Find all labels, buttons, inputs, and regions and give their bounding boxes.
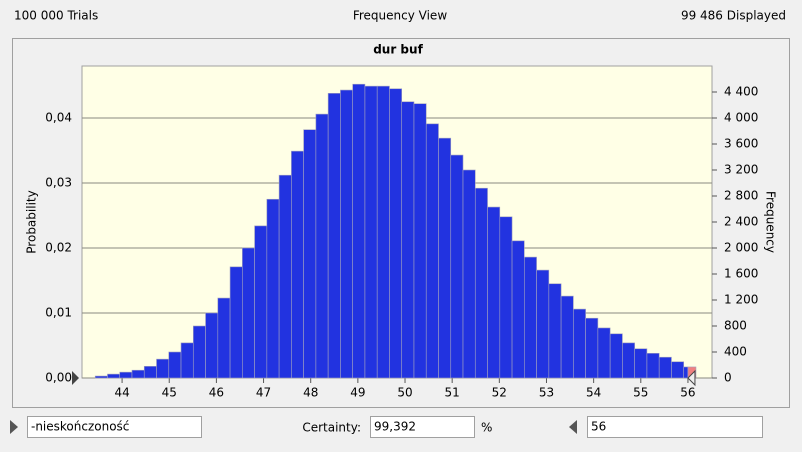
bar [474, 187, 488, 379]
bar [499, 216, 513, 379]
lower-arrow[interactable] [10, 420, 18, 434]
x-tick-label: 50 [397, 386, 412, 400]
bar [646, 352, 660, 379]
x-tick-label: 55 [633, 386, 648, 400]
x-tick-label: 51 [445, 386, 460, 400]
certainty-label: Certainty: [302, 421, 361, 435]
bar [217, 297, 231, 379]
bar [315, 113, 329, 379]
y-axis-label: Probability [25, 190, 39, 253]
bar [634, 348, 648, 379]
upper-grabber[interactable] [687, 369, 696, 387]
x-tick-label: 47 [256, 386, 271, 400]
upper-value: 56 [591, 420, 606, 434]
lower-value: -nieskończoność [31, 420, 129, 434]
bar [597, 327, 611, 379]
y2-tick-label: 2 800 [724, 189, 758, 203]
bar [524, 256, 537, 379]
bar [192, 325, 206, 379]
plot: 0,00 0,01 0,02 0,03 0,04 0 400 800 1 200 1 600 2 0… [45, 65, 758, 400]
bar [303, 129, 317, 379]
bar [487, 206, 501, 379]
x-tick-label: 49 [350, 386, 365, 400]
bar [364, 85, 378, 379]
y-tick-label: 0,01 [45, 306, 72, 320]
bar [254, 225, 268, 379]
x-tick-label: 45 [162, 386, 177, 400]
percent-sign: % [481, 421, 492, 435]
bar [131, 369, 145, 379]
x-tick-label: 44 [114, 386, 129, 400]
y-tick-label: 0,00 [45, 371, 72, 385]
bar [425, 123, 439, 379]
bar [168, 351, 182, 379]
bar [352, 83, 366, 379]
x-tick-label: 52 [492, 386, 507, 400]
bar [462, 169, 476, 379]
x-tick-label: 53 [539, 386, 554, 400]
bar [266, 198, 280, 379]
certainty-input[interactable] [370, 416, 475, 438]
y2-tick-label: 2 000 [724, 241, 758, 255]
bar [327, 93, 341, 379]
y2-tick-label: 2 400 [724, 215, 758, 229]
y2-tick-label: 3 600 [724, 137, 758, 151]
bar [450, 154, 464, 379]
y2-axis-label: Frequency [764, 191, 778, 253]
bar [548, 283, 562, 379]
bar [291, 150, 304, 379]
bar [242, 247, 255, 379]
bar [229, 266, 243, 379]
bar [658, 356, 672, 379]
x-tick-label: 46 [209, 386, 224, 400]
bar [622, 342, 635, 379]
bar [511, 240, 525, 379]
bar [609, 333, 623, 379]
trials: 100 000 Trials [14, 9, 98, 23]
displayed: 99 486 Displayed [681, 9, 786, 23]
y-tick-label: 0,03 [45, 176, 72, 190]
lower-grabber[interactable] [72, 371, 79, 385]
bar [376, 85, 390, 379]
y2-tick-label: 0 [724, 371, 732, 385]
bar [438, 137, 452, 379]
x-tick-label: 48 [303, 386, 318, 400]
y2-tick-label: 4 400 [724, 85, 758, 99]
bar [205, 312, 219, 379]
lower-input[interactable] [27, 416, 202, 438]
bar [413, 103, 427, 379]
y-tick-label: 0,02 [45, 241, 72, 255]
x-tick-label: 56 [680, 386, 695, 400]
bar [536, 269, 550, 379]
chart-title: dur buf [373, 43, 423, 57]
y2-tick-label: 400 [724, 345, 747, 359]
bar [401, 101, 415, 379]
y2-tick-label: 1 200 [724, 293, 758, 307]
bar [560, 295, 574, 379]
bar [389, 88, 403, 379]
y2-tick-label: 800 [724, 319, 747, 333]
bar [94, 375, 108, 379]
bar [156, 358, 170, 379]
upper-arrow[interactable] [569, 420, 577, 434]
y2-tick-label: 4 000 [724, 111, 758, 125]
upper-input[interactable] [587, 416, 763, 438]
bar [340, 89, 353, 379]
bar [107, 373, 121, 379]
bar [671, 361, 685, 379]
bar [573, 308, 586, 379]
view-name: Frequency View [353, 9, 447, 23]
certainty-value: 99,392 [374, 420, 416, 434]
y2-tick-label: 1 600 [724, 267, 758, 281]
bar [180, 342, 194, 379]
y-tick-label: 0,04 [45, 111, 72, 125]
x-tick-label: 54 [586, 386, 601, 400]
bar [683, 366, 689, 379]
y2-tick-label: 3 200 [724, 163, 758, 177]
bar [278, 174, 292, 379]
bar [119, 371, 133, 379]
bar [143, 365, 157, 379]
bar [585, 317, 599, 379]
